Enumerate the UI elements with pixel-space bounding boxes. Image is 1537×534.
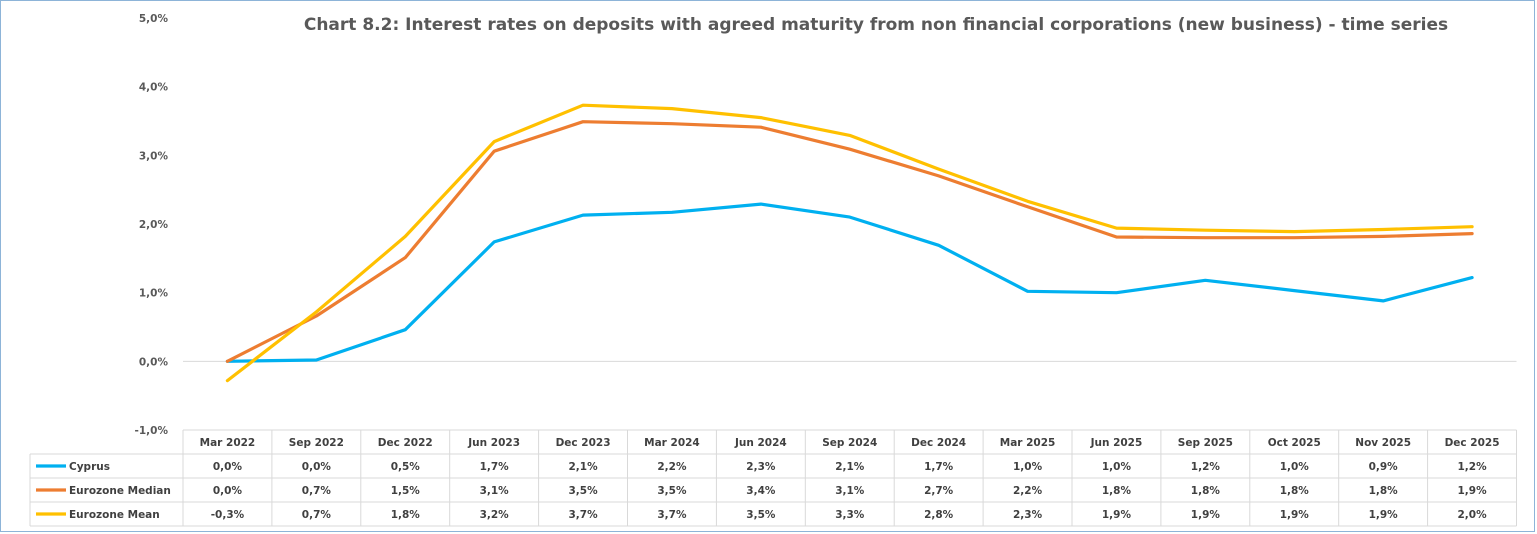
series-line-cyprus — [225, 202, 1474, 363]
table-cell: 1,9% — [1191, 509, 1221, 521]
table-cell: 0,7% — [302, 509, 332, 521]
x-category-label: Dec 2025 — [1445, 437, 1500, 449]
table-cell: 1,9% — [1457, 485, 1487, 497]
x-category-label: Dec 2024 — [911, 437, 966, 449]
y-tick-label: 3,0% — [139, 150, 169, 162]
y-tick-label: 0,0% — [139, 356, 169, 368]
table-cell: 1,9% — [1280, 509, 1310, 521]
table-cell: 0,7% — [302, 485, 332, 497]
table-cell: 1,8% — [1102, 485, 1132, 497]
y-tick-label: 4,0% — [139, 82, 169, 94]
table-cell: 2,1% — [835, 461, 865, 473]
table-cell: 1,8% — [1280, 485, 1310, 497]
x-category-label: Sep 2022 — [289, 437, 344, 449]
table-cell: 2,8% — [924, 509, 954, 521]
table-cell: 0,5% — [391, 461, 421, 473]
data-table: Mar 2022 Sep 2022 Dec 2022 Jun 2023 Dec 2023… — [29, 429, 1517, 527]
x-category-label: Nov 2025 — [1355, 437, 1411, 449]
x-category-label: Sep 2024 — [822, 437, 877, 449]
table-cell: 0,0% — [213, 461, 243, 473]
table-cell: 2,3% — [1013, 509, 1043, 521]
table-cell: 1,9% — [1102, 509, 1132, 521]
table-cell: 2,1% — [568, 461, 598, 473]
chart-title: Chart 8.2: Interest rates on deposits wi… — [304, 15, 1448, 35]
x-category-label: Sep 2025 — [1178, 437, 1233, 449]
series-lines — [225, 103, 1474, 383]
x-category-label: Mar 2022 — [200, 437, 256, 449]
table-cell: 3,5% — [657, 485, 687, 497]
x-category-label: Jun 2023 — [467, 437, 520, 449]
table-cell: 2,2% — [1013, 485, 1043, 497]
legend-label-eurozone-median: Eurozone Median — [69, 485, 171, 497]
table-cell: 1,8% — [1369, 485, 1399, 497]
table-cell: 2,7% — [924, 485, 954, 497]
table-cell: 1,0% — [1280, 461, 1310, 473]
table-cell: 3,1% — [835, 485, 865, 497]
x-category-label: Dec 2023 — [556, 437, 611, 449]
table-cell: 3,4% — [746, 485, 776, 497]
x-category-label: Jun 2025 — [1090, 437, 1143, 449]
y-tick-label: -1,0% — [135, 425, 169, 437]
series-line-eurozone-median — [225, 120, 1474, 363]
table-cell: 3,5% — [746, 509, 776, 521]
table-cell: 1,2% — [1457, 461, 1487, 473]
y-axis: -1,0% 0,0% 1,0% 2,0% 3,0% 4,0% 5,0% — [135, 13, 169, 437]
table-cell: 1,0% — [1013, 461, 1043, 473]
table-cell: 1,8% — [1191, 485, 1221, 497]
table-cell: 1,7% — [924, 461, 954, 473]
table-cell: -0,3% — [211, 509, 245, 521]
table-cell: 1,8% — [391, 509, 421, 521]
table-cell: 0,9% — [1369, 461, 1399, 473]
x-category-label: Mar 2024 — [644, 437, 700, 449]
x-category-label: Mar 2025 — [1000, 437, 1056, 449]
table-cell: 1,9% — [1369, 509, 1399, 521]
legend-label-cyprus: Cyprus — [69, 461, 110, 473]
table-cell: 1,2% — [1191, 461, 1221, 473]
table-cell: 2,0% — [1457, 509, 1487, 521]
table-cell: 3,3% — [835, 509, 865, 521]
table-cell: 3,5% — [568, 485, 598, 497]
table-cell: 2,3% — [746, 461, 776, 473]
table-cell: 0,0% — [213, 485, 243, 497]
y-tick-label: 5,0% — [139, 13, 169, 25]
legend-label-eurozone-mean: Eurozone Mean — [69, 509, 160, 521]
table-cell: 3,7% — [657, 509, 687, 521]
table-cell: 0,0% — [302, 461, 332, 473]
table-cell: 3,2% — [480, 509, 510, 521]
series-line-eurozone-mean — [225, 103, 1474, 383]
y-tick-label: 2,0% — [139, 219, 169, 231]
table-cell: 1,5% — [391, 485, 421, 497]
table-cell: 1,7% — [480, 461, 510, 473]
x-category-label: Dec 2022 — [378, 437, 433, 449]
y-tick-label: 1,0% — [139, 288, 169, 300]
table-cell: 3,1% — [480, 485, 510, 497]
x-category-label: Jun 2024 — [734, 437, 787, 449]
table-cell: 1,0% — [1102, 461, 1132, 473]
x-category-label: Oct 2025 — [1268, 437, 1321, 449]
table-cell: 2,2% — [657, 461, 687, 473]
table-cell: 3,7% — [568, 509, 598, 521]
